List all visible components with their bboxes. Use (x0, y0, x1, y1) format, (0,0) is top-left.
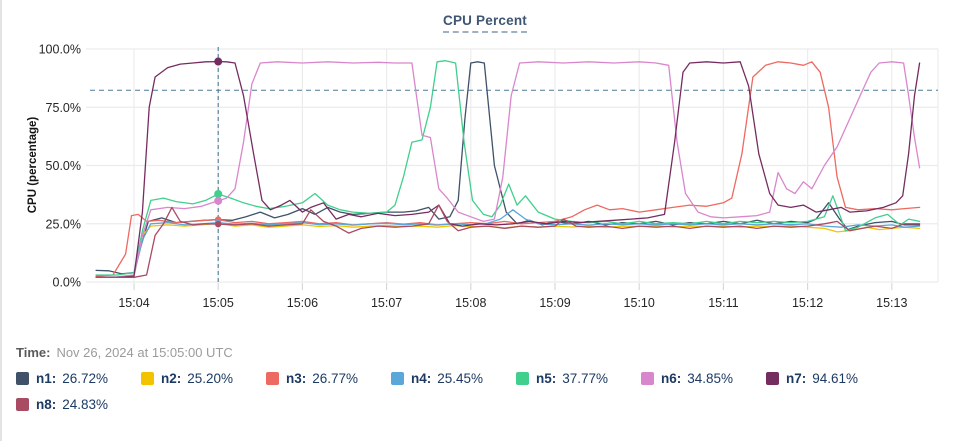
x-tick-label: 15:04 (118, 296, 149, 310)
legend-series-value: 94.61% (812, 371, 859, 386)
series-line-n8 (95, 204, 921, 278)
legend-swatch (141, 372, 154, 385)
x-tick-label: 15:10 (624, 296, 655, 310)
y-tick-label: 50.0% (46, 159, 81, 173)
legend-item-n2[interactable]: n2: 25.20% (141, 371, 266, 386)
chart-title-wrap: CPU Percent (2, 12, 968, 33)
series-line-n4 (95, 209, 921, 278)
legend-series-value: 26.77% (312, 371, 359, 386)
legend-series-name: n8: (36, 397, 57, 412)
series-line-n2 (95, 222, 921, 278)
legend-swatch (266, 372, 279, 385)
legend-item-n5[interactable]: n5: 37.77% (516, 371, 641, 386)
legend-swatch (16, 372, 29, 385)
series-line-n6 (95, 61, 921, 278)
series-line-n7 (95, 60, 921, 278)
legend-series-name: n5: (536, 371, 557, 386)
x-tick-label: 15:05 (203, 296, 234, 310)
y-tick-label: 100.0% (39, 43, 81, 57)
legend-swatch (391, 372, 404, 385)
series-line-n5 (95, 60, 921, 276)
legend-series-name: n2: (161, 371, 182, 386)
legend-series-value: 37.77% (562, 371, 609, 386)
x-tick-label: 15:08 (455, 296, 486, 310)
y-tick-label: 0.0% (53, 276, 82, 290)
time-label: Time: (16, 345, 51, 360)
crosshair-marker-n5 (214, 189, 223, 198)
legend-series-name: n3: (286, 371, 307, 386)
legend: n1: 26.72% n2: 25.20% n3: 26.77% n4: 25.45% n5: 3… (16, 371, 960, 412)
series-line-n3 (95, 61, 921, 277)
legend-swatch (641, 372, 654, 385)
x-tick-label: 15:11 (708, 296, 738, 310)
crosshair-marker-n8 (215, 220, 222, 228)
x-tick-label: 15:07 (371, 296, 402, 310)
legend-series-value: 34.85% (687, 371, 734, 386)
cpu-percent-line-chart[interactable]: 0.0% 25.0% 50.0% 75.0% 100.0% 15:04 15:05 15:06… (2, 0, 968, 330)
time-value: Nov 26, 2024 at 15:05:00 UTC (56, 345, 233, 360)
legend-item-n3[interactable]: n3: 26.77% (266, 371, 391, 386)
x-tick-label: 15:09 (539, 296, 570, 310)
legend-item-n7[interactable]: n7: 94.61% (766, 371, 891, 386)
legend-item-n8[interactable]: n8: 24.83% (16, 397, 141, 412)
y-tick-label: 25.0% (46, 217, 81, 231)
crosshair-marker-n7 (214, 57, 223, 66)
legend-item-n4[interactable]: n4: 25.45% (391, 371, 516, 386)
legend-series-value: 24.83% (62, 397, 109, 412)
legend-series-name: n4: (411, 371, 432, 386)
legend-series-name: n6: (661, 371, 682, 386)
legend-item-n6[interactable]: n6: 34.85% (641, 371, 766, 386)
x-tick-label: 15:13 (876, 296, 907, 310)
crosshair-marker-n6 (214, 196, 223, 205)
chart-title[interactable]: CPU Percent (443, 13, 527, 33)
legend-series-name: n7: (786, 371, 807, 386)
series-line-n1 (95, 61, 921, 275)
legend-series-value: 25.45% (437, 371, 484, 386)
x-tick-label: 15:12 (792, 296, 823, 310)
legend-swatch (16, 398, 29, 411)
time-row: Time: Nov 26, 2024 at 15:05:00 UTC (16, 345, 233, 360)
y-tick-label: 75.0% (46, 101, 81, 115)
legend-swatch (766, 372, 779, 385)
legend-series-name: n1: (36, 371, 57, 386)
legend-series-value: 25.20% (187, 371, 234, 386)
legend-series-value: 26.72% (62, 371, 109, 386)
x-tick-label: 15:06 (287, 296, 318, 310)
legend-item-n1[interactable]: n1: 26.72% (16, 371, 141, 386)
legend-swatch (516, 372, 529, 385)
